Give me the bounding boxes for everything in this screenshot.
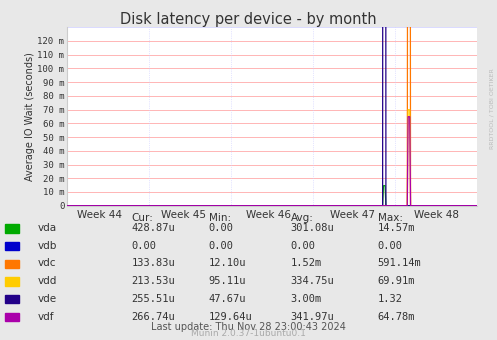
- Text: vde: vde: [37, 294, 56, 304]
- Text: 591.14m: 591.14m: [378, 258, 421, 269]
- Text: Last update: Thu Nov 28 23:00:43 2024: Last update: Thu Nov 28 23:00:43 2024: [151, 322, 346, 332]
- Text: 64.78m: 64.78m: [378, 311, 415, 322]
- Text: vdf: vdf: [37, 311, 54, 322]
- Text: 69.91m: 69.91m: [378, 276, 415, 286]
- Text: Disk latency per device - by month: Disk latency per device - by month: [120, 12, 377, 27]
- Text: 0.00: 0.00: [209, 223, 234, 233]
- Text: 213.53u: 213.53u: [132, 276, 175, 286]
- Text: Min:: Min:: [209, 212, 231, 223]
- Text: 3.00m: 3.00m: [291, 294, 322, 304]
- Text: 255.51u: 255.51u: [132, 294, 175, 304]
- Text: vdc: vdc: [37, 258, 56, 269]
- Text: 95.11u: 95.11u: [209, 276, 246, 286]
- Text: 428.87u: 428.87u: [132, 223, 175, 233]
- Text: 1.32: 1.32: [378, 294, 403, 304]
- Text: Max:: Max:: [378, 212, 403, 223]
- Text: RRDTOOL / TOBI OETIKER: RRDTOOL / TOBI OETIKER: [490, 68, 495, 149]
- Text: 0.00: 0.00: [209, 241, 234, 251]
- Text: 47.67u: 47.67u: [209, 294, 246, 304]
- Text: vdb: vdb: [37, 241, 57, 251]
- Text: Avg:: Avg:: [291, 212, 314, 223]
- Text: vdd: vdd: [37, 276, 57, 286]
- Text: 0.00: 0.00: [291, 241, 316, 251]
- Text: 12.10u: 12.10u: [209, 258, 246, 269]
- Text: Cur:: Cur:: [132, 212, 154, 223]
- Text: 341.97u: 341.97u: [291, 311, 334, 322]
- Text: 14.57m: 14.57m: [378, 223, 415, 233]
- Text: Munin 2.0.37-1ubuntu0.1: Munin 2.0.37-1ubuntu0.1: [191, 329, 306, 338]
- Text: 266.74u: 266.74u: [132, 311, 175, 322]
- Text: 133.83u: 133.83u: [132, 258, 175, 269]
- Text: 0.00: 0.00: [378, 241, 403, 251]
- Text: 334.75u: 334.75u: [291, 276, 334, 286]
- Text: 301.08u: 301.08u: [291, 223, 334, 233]
- Text: 0.00: 0.00: [132, 241, 157, 251]
- Y-axis label: Average IO Wait (seconds): Average IO Wait (seconds): [25, 52, 35, 181]
- Text: 1.52m: 1.52m: [291, 258, 322, 269]
- Text: 129.64u: 129.64u: [209, 311, 252, 322]
- Text: vda: vda: [37, 223, 56, 233]
